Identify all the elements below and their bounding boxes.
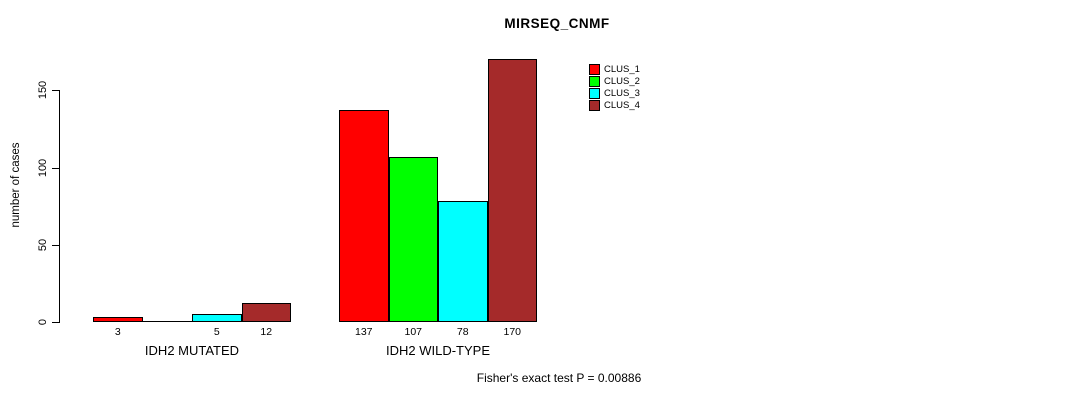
legend-swatch-clus_4 bbox=[589, 100, 600, 111]
bar-clus_3 bbox=[438, 201, 488, 322]
y-tick-label: 150 bbox=[37, 81, 49, 100]
bar-clus_4 bbox=[241, 303, 291, 322]
y-tick-mark bbox=[52, 90, 59, 92]
bar-clus_2-zero bbox=[142, 321, 192, 322]
y-axis-line bbox=[59, 90, 60, 323]
x-group-label: IDH2 WILD-TYPE bbox=[385, 343, 491, 358]
legend-label-clus_2: CLUS_2 bbox=[604, 76, 640, 87]
x-group-label: IDH2 MUTATED bbox=[144, 343, 240, 358]
annotation-fisher-test: Fisher's exact test P = 0.00886 bbox=[476, 371, 642, 385]
bar-clus_1 bbox=[93, 317, 143, 322]
y-tick-mark bbox=[52, 322, 59, 323]
legend-swatch-clus_1 bbox=[589, 64, 600, 75]
bar-value-label: 78 bbox=[456, 326, 469, 338]
y-axis-title: number of cases bbox=[10, 142, 22, 228]
bar-value-label: 3 bbox=[114, 326, 121, 338]
legend-swatch-clus_2 bbox=[589, 76, 600, 87]
bar-value-label: 170 bbox=[503, 326, 522, 338]
bar-clus_3 bbox=[192, 314, 242, 322]
bar-clus_1 bbox=[339, 110, 389, 322]
bar-value-label: 137 bbox=[354, 326, 373, 338]
legend-label-clus_3: CLUS_3 bbox=[604, 88, 640, 99]
bar-clus_4 bbox=[487, 59, 537, 322]
y-tick-label: 100 bbox=[37, 158, 49, 177]
bar-value-label: 5 bbox=[213, 326, 220, 338]
bar-clus_2 bbox=[388, 157, 438, 322]
bar-value-label: 12 bbox=[260, 326, 273, 338]
y-tick-mark bbox=[52, 244, 59, 246]
y-tick-mark bbox=[52, 167, 59, 169]
y-tick-label: 50 bbox=[37, 238, 49, 251]
bar-value-label: 107 bbox=[404, 326, 423, 338]
legend-label-clus_4: CLUS_4 bbox=[604, 100, 640, 111]
legend-swatch-clus_3 bbox=[589, 88, 600, 99]
y-tick-label: 0 bbox=[37, 318, 49, 326]
legend-label-clus_1: CLUS_1 bbox=[604, 64, 640, 75]
chart-title: MIRSEQ_CNMF bbox=[504, 16, 610, 31]
